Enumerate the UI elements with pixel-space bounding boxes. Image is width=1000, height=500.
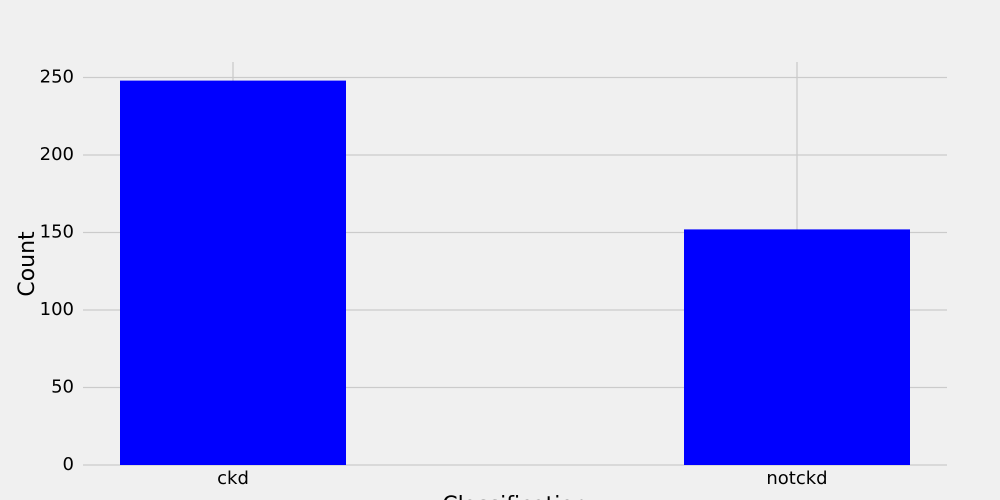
bar [120,80,346,465]
x-tick-label: ckd [217,468,249,489]
bar [684,229,910,465]
x-axis-label: Classification [442,493,588,500]
y-axis-label: Count [15,231,40,297]
y-tick-label: 0 [63,454,74,475]
y-tick-label: 200 [40,144,74,165]
y-tick-label: 50 [51,377,74,398]
y-tick-label: 250 [40,67,74,88]
x-tick-label: notckd [766,468,827,489]
y-tick-label: 150 [40,222,74,243]
y-tick-label: 100 [40,299,74,320]
